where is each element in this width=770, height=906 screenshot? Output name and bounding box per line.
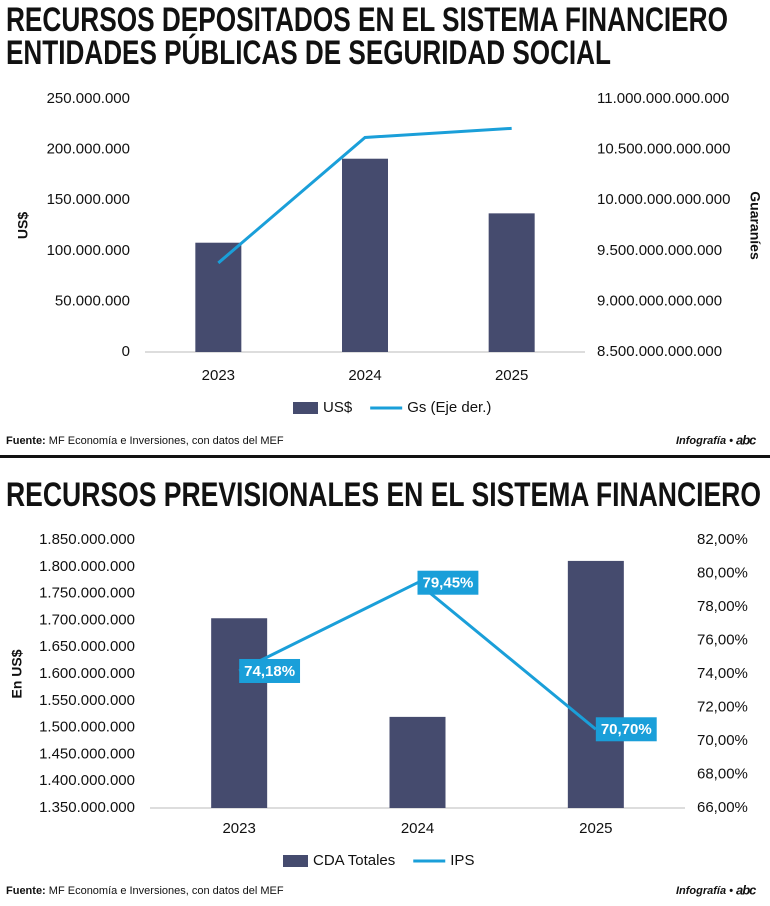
x-tick-label: 2025 xyxy=(579,820,612,837)
y2-tick-label: 68,00% xyxy=(697,765,748,782)
y2-tick-label: 72,00% xyxy=(697,698,748,715)
y2-tick-label: 70,00% xyxy=(697,732,748,749)
y-tick-label: 1.750.000.000 xyxy=(39,585,135,602)
bar xyxy=(195,242,242,352)
value-label: 74,18% xyxy=(244,663,295,680)
legend-swatch xyxy=(293,402,318,414)
y2-tick-label: 66,00% xyxy=(697,799,748,816)
y2-tick-label: 76,00% xyxy=(697,631,748,648)
y2-axis-label: Guaraníes xyxy=(747,191,763,260)
legend-swatch xyxy=(283,855,308,867)
y-tick-label: 1.800.000.000 xyxy=(39,558,135,575)
y-axis-label: US$ xyxy=(15,212,31,239)
y2-tick-label: 74,00% xyxy=(697,665,748,682)
y2-tick-label: 10.500.000.000.000 xyxy=(597,141,730,158)
y2-tick-label: 8.500.000.000.000 xyxy=(597,343,722,360)
y-tick-label: 1.500.000.000 xyxy=(39,719,135,736)
y-tick-label: 1.650.000.000 xyxy=(39,638,135,655)
y-tick-label: 50.000.000 xyxy=(55,292,130,309)
line-series xyxy=(238,580,597,731)
source-label: Fuente: xyxy=(6,435,46,447)
x-tick-label: 2025 xyxy=(495,367,528,384)
y-tick-label: 1.600.000.000 xyxy=(39,665,135,682)
y-tick-label: 1.850.000.000 xyxy=(39,531,135,548)
source-text: MF Economía e Inversiones, con datos del… xyxy=(49,885,284,897)
source: Fuente: MF Economía e Inversiones, con d… xyxy=(6,885,284,897)
x-tick-label: 2024 xyxy=(401,820,434,837)
y-tick-label: 150.000.000 xyxy=(47,191,130,208)
chart-title: RECURSOS PREVISIONALES EN EL SISTEMA FIN… xyxy=(6,476,761,514)
y2-tick-label: 80,00% xyxy=(697,564,748,581)
y2-tick-label: 9.000.000.000.000 xyxy=(597,292,722,309)
y-tick-label: 200.000.000 xyxy=(47,141,130,158)
y2-tick-label: 82,00% xyxy=(697,531,748,548)
y-tick-label: 1.400.000.000 xyxy=(39,772,135,789)
divider xyxy=(0,455,770,458)
source: Fuente: MF Economía e Inversiones, con d… xyxy=(6,435,284,447)
x-tick-label: 2023 xyxy=(202,367,235,384)
y2-tick-label: 78,00% xyxy=(697,598,748,615)
value-label-box xyxy=(239,658,301,683)
source-text: MF Economía e Inversiones, con datos del… xyxy=(49,435,284,447)
value-label: 70,70% xyxy=(601,721,652,738)
credit: Infografía • xyxy=(676,435,733,447)
legend-label: Gs (Eje der.) xyxy=(407,399,491,416)
x-tick-label: 2024 xyxy=(348,367,381,384)
value-label-box xyxy=(417,570,479,595)
legend-label: CDA Totales xyxy=(313,852,395,869)
y-tick-label: 1.450.000.000 xyxy=(39,745,135,762)
bar xyxy=(488,213,535,352)
value-label-box xyxy=(595,717,657,742)
x-tick-label: 2023 xyxy=(222,820,255,837)
logo: abc xyxy=(736,432,757,447)
y-tick-label: 1.700.000.000 xyxy=(39,611,135,628)
bar xyxy=(389,716,446,808)
y-tick-label: 0 xyxy=(122,343,130,360)
y2-tick-label: 11.000.000.000.000 xyxy=(597,90,729,107)
credit: Infografía • xyxy=(676,885,733,897)
y-tick-label: 100.000.000 xyxy=(47,242,130,259)
y-axis-label: En US$ xyxy=(9,649,25,698)
line-series xyxy=(217,126,512,265)
y-tick-label: 1.350.000.000 xyxy=(39,799,135,816)
y-tick-label: 1.550.000.000 xyxy=(39,692,135,709)
chart-title: ENTIDADES PÚBLICAS DE SEGURIDAD SOCIAL xyxy=(6,34,611,72)
y2-tick-label: 9.500.000.000.000 xyxy=(597,242,722,259)
y-tick-label: 250.000.000 xyxy=(47,90,130,107)
legend-label: IPS xyxy=(450,852,474,869)
bar xyxy=(211,618,268,808)
bar xyxy=(567,560,624,808)
y2-tick-label: 10.000.000.000.000 xyxy=(597,191,730,208)
source-label: Fuente: xyxy=(6,885,46,897)
value-label: 79,45% xyxy=(423,575,474,592)
legend-label: US$ xyxy=(323,399,353,416)
bar xyxy=(342,158,388,352)
logo: abc xyxy=(736,882,757,897)
chart-title: RECURSOS DEPOSITADOS EN EL SISTEMA FINAN… xyxy=(6,1,728,39)
